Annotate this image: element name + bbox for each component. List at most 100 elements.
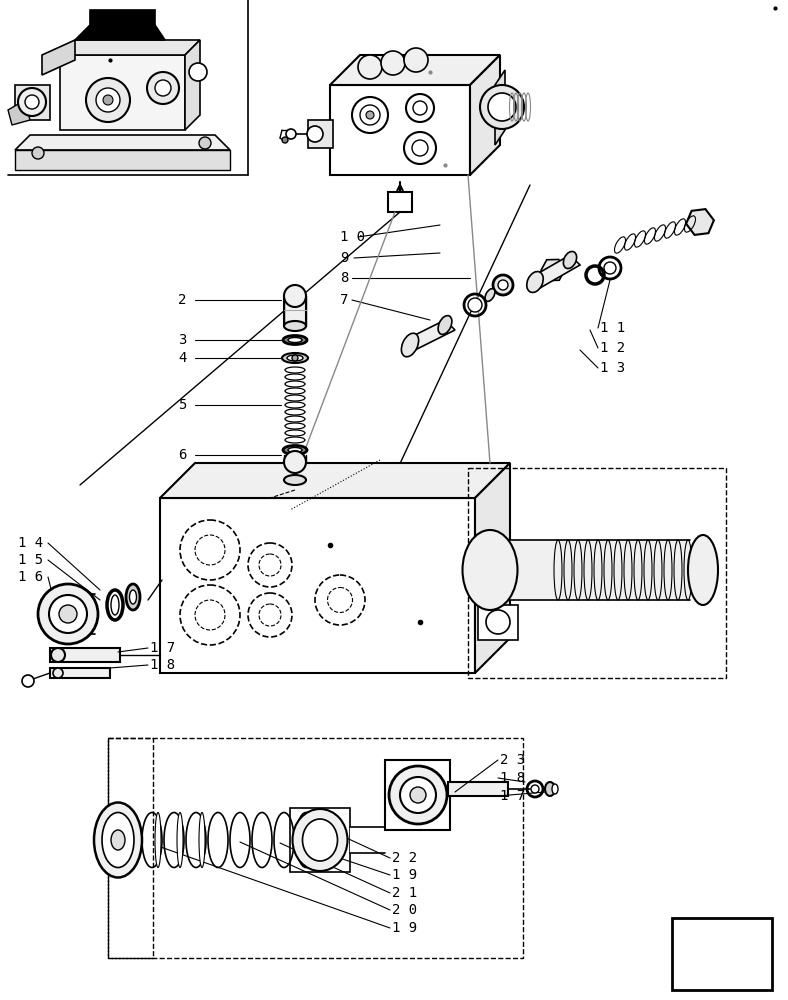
Ellipse shape <box>463 530 518 610</box>
Ellipse shape <box>126 584 140 610</box>
Ellipse shape <box>401 333 418 357</box>
Text: 2 2: 2 2 <box>392 851 417 865</box>
Circle shape <box>480 85 524 129</box>
Bar <box>468 468 726 678</box>
Text: 6: 6 <box>178 448 187 462</box>
Polygon shape <box>685 940 745 982</box>
Ellipse shape <box>292 809 348 871</box>
Text: 1 9: 1 9 <box>392 868 417 882</box>
Text: 2 1: 2 1 <box>392 886 417 900</box>
Text: 1 9: 1 9 <box>392 921 417 935</box>
Polygon shape <box>90 10 155 25</box>
Circle shape <box>96 88 120 112</box>
Polygon shape <box>160 463 510 498</box>
Text: 2 0: 2 0 <box>392 903 417 917</box>
Bar <box>50 668 110 678</box>
Ellipse shape <box>485 289 495 301</box>
Text: 1 5: 1 5 <box>18 553 43 567</box>
Text: 1 0: 1 0 <box>340 230 365 244</box>
Ellipse shape <box>531 785 539 793</box>
Ellipse shape <box>51 648 65 662</box>
Ellipse shape <box>287 355 303 361</box>
Circle shape <box>413 101 427 115</box>
Text: 1 7: 1 7 <box>150 641 175 655</box>
Polygon shape <box>60 40 200 55</box>
Bar <box>672 918 772 990</box>
Polygon shape <box>330 55 500 85</box>
Ellipse shape <box>389 766 447 824</box>
Ellipse shape <box>288 448 302 452</box>
Circle shape <box>147 72 179 104</box>
Text: 8: 8 <box>340 271 348 285</box>
Polygon shape <box>185 40 200 130</box>
Ellipse shape <box>288 338 302 342</box>
Ellipse shape <box>438 316 452 334</box>
Ellipse shape <box>526 272 543 292</box>
Bar <box>284 455 306 480</box>
Polygon shape <box>470 55 500 175</box>
Ellipse shape <box>111 595 119 615</box>
Polygon shape <box>385 760 450 830</box>
Polygon shape <box>475 463 510 673</box>
Ellipse shape <box>53 668 63 678</box>
Text: 1 3: 1 3 <box>600 361 625 375</box>
Polygon shape <box>15 135 230 150</box>
Circle shape <box>488 93 516 121</box>
Ellipse shape <box>493 275 513 295</box>
Circle shape <box>282 137 288 143</box>
Circle shape <box>360 105 380 125</box>
Circle shape <box>412 140 428 156</box>
Polygon shape <box>15 85 50 120</box>
Polygon shape <box>530 255 580 288</box>
Text: 3: 3 <box>178 333 187 347</box>
Ellipse shape <box>129 590 136 604</box>
Ellipse shape <box>400 777 436 813</box>
Polygon shape <box>8 100 30 125</box>
Text: 1 7: 1 7 <box>500 789 525 803</box>
Ellipse shape <box>410 787 426 803</box>
Polygon shape <box>308 120 333 148</box>
Ellipse shape <box>599 257 621 279</box>
Circle shape <box>25 95 39 109</box>
Text: 2 3: 2 3 <box>500 753 525 767</box>
Circle shape <box>103 95 113 105</box>
Circle shape <box>406 94 434 122</box>
Ellipse shape <box>545 782 555 796</box>
Text: 4: 4 <box>178 351 187 365</box>
Bar <box>448 782 508 796</box>
Ellipse shape <box>283 336 307 344</box>
Ellipse shape <box>498 280 508 290</box>
Bar <box>284 296 306 326</box>
Circle shape <box>486 610 510 634</box>
Text: 5: 5 <box>178 398 187 412</box>
Ellipse shape <box>283 446 307 454</box>
Polygon shape <box>60 55 185 130</box>
Ellipse shape <box>155 812 161 867</box>
Circle shape <box>381 51 405 75</box>
Ellipse shape <box>552 784 558 794</box>
Bar <box>388 192 412 212</box>
Text: 9: 9 <box>340 251 348 265</box>
Circle shape <box>404 132 436 164</box>
Text: 7: 7 <box>340 293 348 307</box>
Text: 1 2: 1 2 <box>600 341 625 355</box>
Ellipse shape <box>284 451 306 473</box>
Circle shape <box>22 675 34 687</box>
Text: 1 8: 1 8 <box>150 658 175 672</box>
Polygon shape <box>330 85 470 175</box>
Ellipse shape <box>284 475 306 485</box>
Circle shape <box>352 97 388 133</box>
Bar <box>108 738 153 958</box>
Polygon shape <box>405 320 455 350</box>
Bar <box>55 594 95 634</box>
Circle shape <box>18 88 46 116</box>
Text: 1 6: 1 6 <box>18 570 43 584</box>
Ellipse shape <box>111 830 125 850</box>
Circle shape <box>199 137 211 149</box>
Ellipse shape <box>199 812 205 867</box>
Polygon shape <box>686 948 700 982</box>
Bar <box>108 738 523 958</box>
Ellipse shape <box>563 251 577 269</box>
Circle shape <box>189 63 207 81</box>
Ellipse shape <box>177 812 183 867</box>
